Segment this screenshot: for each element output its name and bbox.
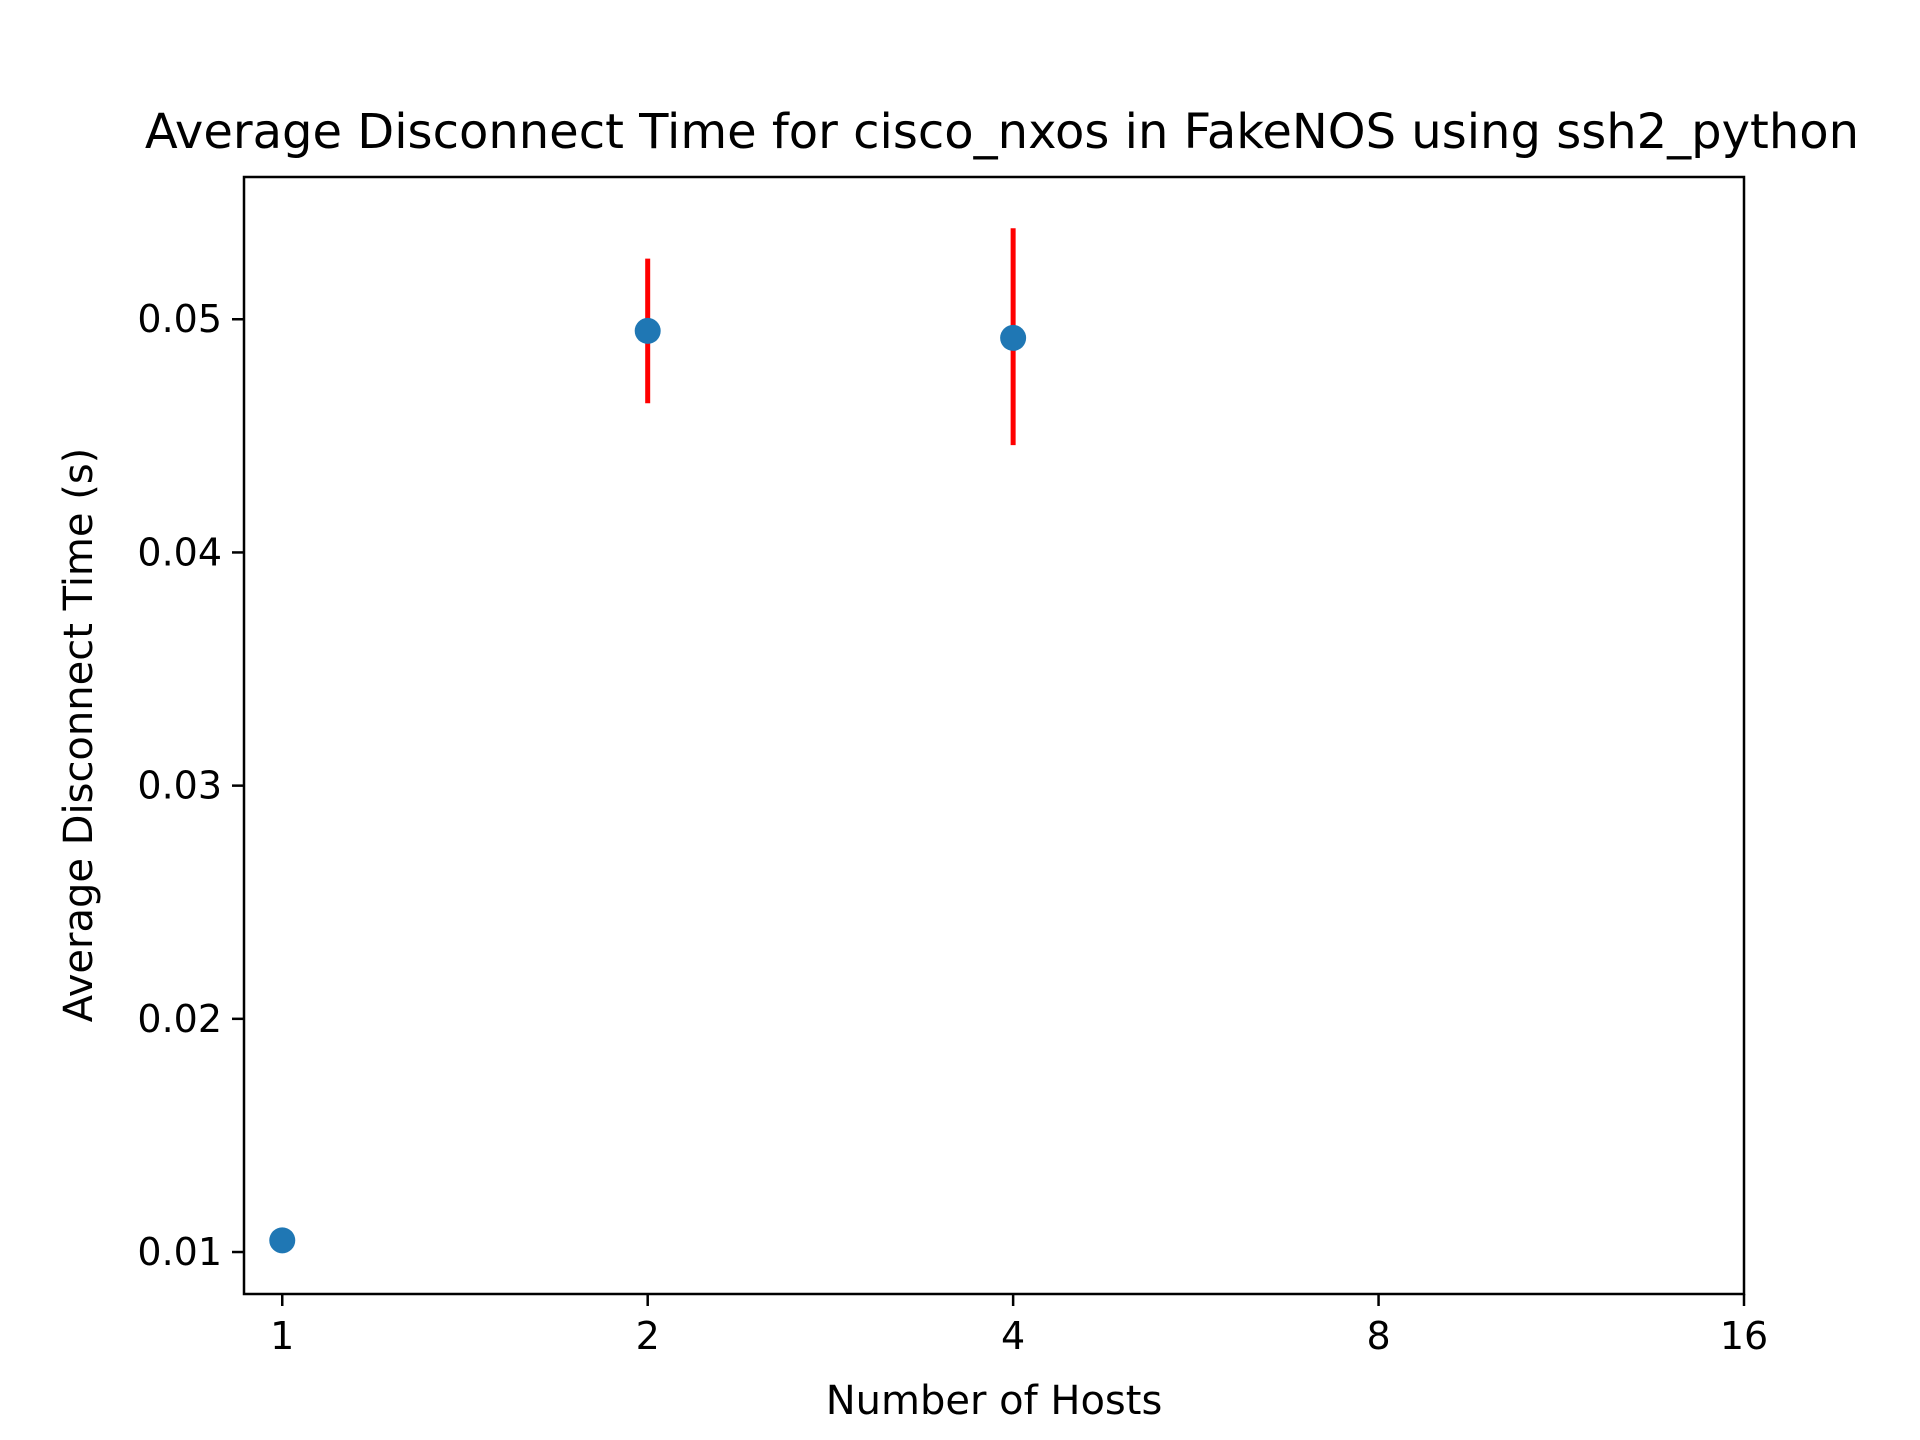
x-tick-label: 4: [1001, 1314, 1025, 1358]
plot-area: [242, 175, 1746, 1296]
x-tick-label: 16: [1720, 1314, 1768, 1358]
data-point: [634, 317, 661, 344]
y-tick-label: 0.05: [137, 297, 222, 341]
data-point: [1000, 324, 1027, 351]
chart-title: Average Disconnect Time for cisco_nxos i…: [145, 104, 1859, 160]
y-tick-label: 0.04: [137, 530, 222, 574]
y-tick-label: 0.02: [137, 997, 222, 1041]
data-points: [269, 317, 1027, 1254]
errorbars: [645, 228, 1016, 446]
plot-frame: [242, 175, 1746, 1296]
data-point: [269, 1227, 296, 1254]
y-tick-label: 0.03: [137, 764, 222, 808]
x-tick-label: 1: [270, 1314, 294, 1358]
x-axis-label: Number of Hosts: [826, 1378, 1163, 1424]
x-tick-label: 8: [1366, 1314, 1390, 1358]
y-axis: 0.01 0.02 0.03 0.04 0.05: [137, 297, 244, 1274]
x-tick-label: 2: [636, 1314, 660, 1358]
x-axis: 1 2 4 8 16: [270, 1294, 1768, 1358]
y-axis-label: Average Disconnect Time (s): [56, 448, 102, 1023]
y-tick-label: 0.01: [137, 1230, 222, 1274]
